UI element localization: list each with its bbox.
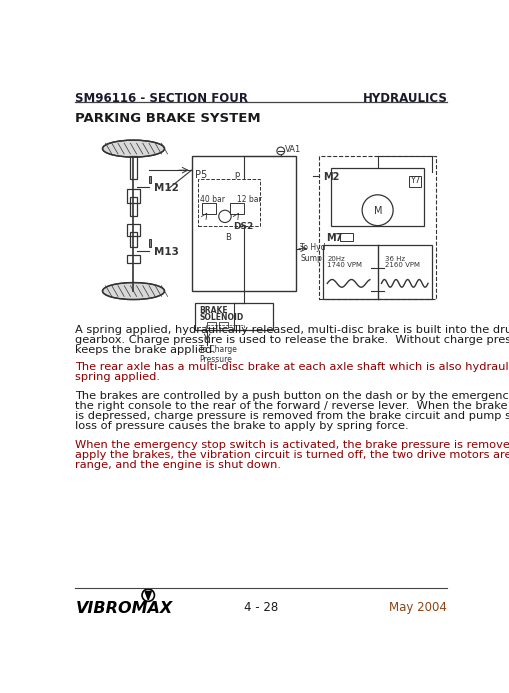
Text: HYDRAULICS: HYDRAULICS	[362, 92, 446, 105]
Text: To Charge
Pressure: To Charge Pressure	[199, 345, 237, 365]
Text: 40 bar: 40 bar	[200, 195, 224, 204]
Text: p: p	[234, 170, 239, 179]
Polygon shape	[145, 591, 151, 600]
Bar	[127, 188, 139, 202]
Bar	[149, 175, 151, 183]
Text: gearbox. Charge pressure is used to release the brake.  Without charge pressure,: gearbox. Charge pressure is used to rele…	[75, 335, 509, 345]
Text: is depressed, charge pressure is removed from the brake circuit and pump servo c: is depressed, charge pressure is removed…	[75, 411, 509, 421]
Text: To Hyd
Sump: To Hyd Sump	[299, 243, 325, 263]
Bar	[195, 303, 272, 330]
Bar	[129, 231, 137, 247]
Text: SOLENOID: SOLENOID	[199, 313, 243, 322]
Bar	[201, 203, 215, 214]
Bar	[127, 224, 139, 236]
Text: The rear axle has a multi-disc brake at each axle shaft which is also hydraulic : The rear axle has a multi-disc brake at …	[75, 362, 509, 372]
Bar	[230, 203, 244, 214]
Text: 4 - 28: 4 - 28	[244, 601, 278, 613]
Text: PARKING BRAKE SYSTEM: PARKING BRAKE SYSTEM	[75, 112, 261, 125]
Bar	[205, 325, 244, 330]
Text: P5: P5	[195, 170, 207, 180]
Text: VA1: VA1	[284, 145, 300, 154]
Text: M12: M12	[153, 183, 178, 193]
Text: When the emergency stop switch is activated, the brake pressure is removed and t: When the emergency stop switch is activa…	[75, 441, 509, 450]
Text: the right console to the rear of the forward / reverse lever.  When the brake sw: the right console to the rear of the for…	[75, 401, 509, 411]
Text: A spring applied, hydraulically released, multi-disc brake is built into the dru: A spring applied, hydraulically released…	[75, 325, 509, 335]
Bar	[408, 176, 420, 187]
Bar	[149, 240, 151, 247]
Text: spring applied.: spring applied.	[75, 372, 160, 382]
Text: M7: M7	[325, 234, 342, 243]
Text: VIBROMAX: VIBROMAX	[75, 601, 172, 615]
Bar	[207, 322, 216, 328]
Bar	[129, 197, 137, 216]
Text: 2160 VPM: 2160 VPM	[385, 262, 419, 267]
Bar	[340, 234, 352, 241]
Text: SM96116 - SECTION FOUR: SM96116 - SECTION FOUR	[75, 92, 248, 105]
Text: 1740 VPM: 1740 VPM	[327, 262, 361, 267]
Ellipse shape	[102, 140, 164, 157]
Text: DS2: DS2	[232, 222, 252, 231]
Text: The brakes are controlled by a push button on the dash or by the emergency stop : The brakes are controlled by a push butt…	[75, 391, 509, 401]
Ellipse shape	[102, 283, 164, 299]
Bar	[323, 245, 431, 299]
Text: May 2004: May 2004	[389, 601, 446, 613]
Text: Y7: Y7	[409, 175, 420, 184]
Text: BRAKE: BRAKE	[199, 306, 228, 315]
Bar	[218, 322, 228, 328]
Text: 36 Hz: 36 Hz	[385, 256, 405, 263]
Text: keeps the brake applied.: keeps the brake applied.	[75, 345, 216, 355]
Bar	[191, 157, 296, 291]
Bar	[127, 255, 139, 263]
Bar	[129, 157, 137, 179]
Bar	[330, 168, 423, 226]
Bar	[197, 179, 259, 226]
Text: apply the brakes, the vibration circuit is turned off, the two drive motors are : apply the brakes, the vibration circuit …	[75, 450, 509, 460]
Text: loss of pressure causes the brake to apply by spring force.: loss of pressure causes the brake to app…	[75, 421, 408, 431]
Text: 20Hz: 20Hz	[327, 256, 344, 263]
Bar	[319, 157, 435, 299]
Text: 12 bar: 12 bar	[236, 195, 261, 204]
Text: M2: M2	[323, 172, 339, 182]
Text: B: B	[224, 234, 231, 243]
Text: range, and the engine is shut down.: range, and the engine is shut down.	[75, 460, 281, 471]
Text: M13: M13	[153, 247, 178, 257]
Text: M: M	[373, 207, 382, 216]
